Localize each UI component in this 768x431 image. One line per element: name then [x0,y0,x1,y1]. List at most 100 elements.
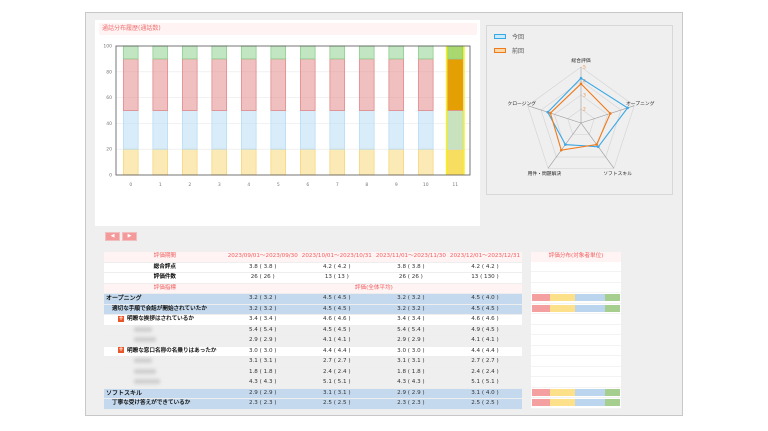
legend-current: 今回 [494,32,524,41]
row-value: 2.3 ( 2.3 ) [225,398,300,410]
bar-segment-band2 [447,110,464,150]
bar-segment-band3 [417,58,434,111]
summary-row-total-score: 総合評点 3.8 ( 3.8 ) 4.2 ( 4.2 ) 3.8 ( 3.8 )… [104,262,522,273]
bar-segment-band2 [240,110,257,150]
next-button[interactable]: ▶ [122,232,137,241]
row-value: 3.0 ( 3.0 ) [373,346,448,357]
period-label: 評価期間 [104,252,226,263]
x-tick-label: 6 [306,182,309,188]
row-label [104,325,226,336]
y-tick-label: 80 [106,69,112,75]
distribution-row [531,293,621,304]
distribution-row [531,345,621,356]
radar-point [579,76,583,80]
bar-segment-band2 [211,110,228,150]
bar-segment-band4 [122,45,139,60]
row-value: 3.1 ( 3.1 ) [225,356,300,368]
bar-segment-band3 [152,58,169,111]
x-tick-label: 4 [247,182,250,188]
x-tick-label: 3 [218,182,221,188]
bar-segment-band2 [181,110,198,150]
bar-segment-band4 [299,45,316,60]
distribution-segment-high [605,388,620,396]
row-value: 2.9 ( 2.9 ) [225,388,300,399]
radar-axis-label: 総合評価 [571,57,590,64]
bar-segment-band4 [329,45,346,60]
redacted-label [134,368,156,374]
distribution-panel: 評価分布(対象者単位) [531,252,621,409]
radar-axis [580,105,635,124]
row-value: 3.1 ( 4.0 ) [447,388,522,399]
row-label: ソフトスキル [104,388,226,399]
distribution-segment-high [605,304,620,312]
row-value: 4.9 ( 4.5 ) [447,325,522,336]
redacted-label [134,337,156,342]
summary-value: 13 ( 130 ) [447,272,522,284]
radar-axis-label: クロージング [507,100,536,107]
row-value: 3.2 ( 3.2 ) [373,293,448,305]
prev-button[interactable]: ◀ [105,232,120,241]
distribution-row [531,366,621,377]
row-value: 2.7 ( 2.7 ) [299,356,374,368]
bar-segment-band1 [329,148,346,176]
radar-scale-label: 2 [583,107,586,113]
radar-grid [540,80,622,158]
radar-point [564,143,567,146]
x-tick-label: 5 [277,182,280,188]
evaluation-table: 評価期間 2023/09/01～2023/09/30 2023/10/01～20… [104,252,522,410]
row-value: 4.1 ( 4.1 ) [299,335,374,347]
row-label-text: オープニング [106,295,142,302]
bar-segment-band2 [329,110,346,150]
row-value: 3.2 ( 3.2 ) [225,304,300,315]
row-label [104,367,226,378]
x-tick-label: 10 [423,182,429,188]
legend-swatch-current [494,34,506,39]
summary-label: 総合評点 [104,262,226,273]
radar-point [626,106,629,110]
distribution-row [531,356,621,367]
row-value: 5.1 ( 5.1 ) [447,377,522,389]
row-value: 5.4 ( 5.4 ) [225,325,300,336]
distribution-row-empty [531,272,621,283]
radar-series-current [547,77,629,148]
summary-label: 評価件数 [104,272,226,284]
distribution-segment-mid-low [550,304,576,312]
row-value: 3.2 ( 3.2 ) [225,293,300,305]
plot-border [115,45,471,176]
distribution-segment-mid-high [575,304,605,312]
expand-icon[interactable]: + [118,314,124,322]
period-col-2: 2023/11/01～2023/11/30 [373,252,448,263]
radar-grid [567,108,595,135]
table-row[interactable]: + 明瞭な挨拶はされているか 3.4 ( 3.4 ) 4.6 ( 4.6 ) 3.4 (… [104,314,522,326]
radar-scale-label: 3 [583,93,586,99]
row-value: 5.1 ( 5.1 ) [299,377,374,389]
bar-segment-band1 [152,148,169,176]
row-label-text: 明瞭な窓口名称の名乗りはあったか [127,347,217,354]
radar-panel: 今回 前回 総合評価 オープニング ソフトスキル 用件・問題解決 クロージング 2 3 4 5 [486,25,673,195]
distribution-segment-low [532,399,551,407]
table-row: 2.9 ( 2.9 ) 4.1 ( 4.1 ) 2.9 ( 2.9 ) 4.1 ( 4… [104,335,522,347]
row-label-text: 明瞭な挨拶はされているか [127,316,194,322]
distribution-segment-high [605,399,620,407]
table-row[interactable]: + 明瞭な窓口名称の名乗りはあったか 3.0 ( 3.0 ) 4.4 ( 4.4 ) 3… [104,346,522,357]
bar-segment-band1 [211,148,228,176]
row-value: 3.4 ( 3.4 ) [373,314,448,326]
bar-segment-band3 [122,58,139,111]
row-value: 4.5 ( 4.0 ) [447,293,522,305]
row-label: + 明瞭な窓口名称の名乗りはあったか [104,346,226,357]
y-tick-label: 100 [103,44,112,50]
bar-segment-band1 [181,148,198,176]
expand-icon[interactable]: + [118,346,124,353]
radar-point [546,110,550,114]
distribution-bar [532,304,620,312]
indicator-header-row: 評価指標 評価(全体平均) [104,283,522,294]
row-label-text: 適切な手順で会話が開始されていたか [112,305,207,312]
bar-segment-band4 [181,45,198,60]
table-row: 適切な手順で会話が開始されていたか 3.2 ( 3.2 ) 4.5 ( 4.5 ) 3… [104,304,522,315]
distribution-segment-mid-high [575,388,605,396]
bar-segment-band2 [122,110,139,150]
bar-segment-band3 [211,58,228,111]
bar-segment-band1 [122,148,139,176]
row-value: 3.4 ( 3.4 ) [225,314,300,326]
distribution-segment-low [532,388,551,396]
